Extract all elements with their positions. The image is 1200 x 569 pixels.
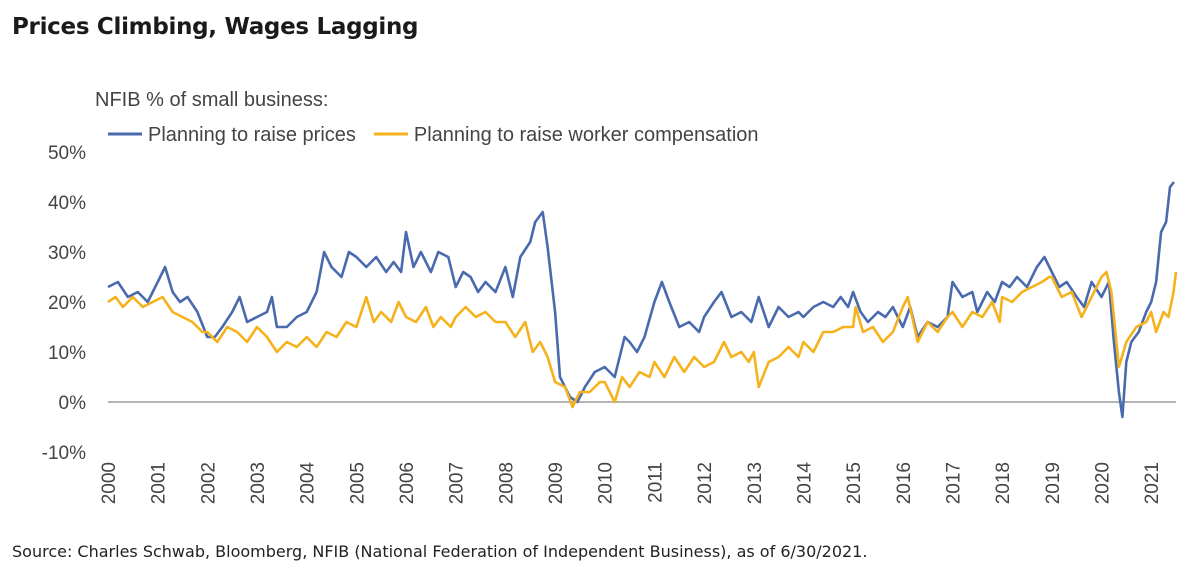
x-tick-label: 2005 [347,462,368,504]
x-tick-label: 2015 [844,462,865,504]
x-tick-label: 2012 [695,462,716,504]
x-tick-label: 2001 [149,462,170,504]
x-tick-label: 2011 [645,462,666,503]
plot-area [107,181,1178,419]
legend: Planning to raise prices Planning to rais… [108,124,759,146]
x-tick-label: 2002 [198,462,219,504]
x-tick-label: 2003 [248,462,269,504]
series-line-2 [107,270,1178,409]
chart-subtitle: NFIB % of small business: [95,89,328,111]
x-tick-label: 2006 [397,462,418,504]
x-tick-label: 2004 [298,462,319,505]
y-tick-label: 0% [59,393,87,414]
series-line-1 [107,181,1176,419]
x-tick-label: 2020 [1092,462,1113,504]
x-tick-label: 2018 [993,462,1014,504]
y-tick-label: 10% [48,343,86,364]
x-tick-label: 2016 [894,462,915,504]
y-tick-label: 40% [48,193,86,214]
legend-label-1: Planning to raise prices [148,124,356,146]
chart-title: Prices Climbing, Wages Lagging [12,14,419,40]
x-axis: 2000 2001 2002 2003 2004 2005 2006 2007 2008 2009… [99,462,1163,505]
y-tick-label: 20% [48,293,86,314]
source-note: Source: Charles Schwab, Bloomberg, NFIB … [12,542,868,561]
x-tick-label: 2014 [794,462,815,505]
y-tick-label: 30% [48,243,86,264]
x-tick-label: 2010 [596,462,617,504]
y-axis: -10% 0% 10% 20% 30% 40% 50% [42,143,86,464]
x-tick-label: 2013 [745,462,766,504]
x-tick-label: 2017 [943,462,964,504]
x-tick-label: 2021 [1142,462,1163,504]
x-tick-label: 2019 [1043,462,1064,504]
legend-label-2: Planning to raise worker compensation [414,124,759,146]
x-tick-label: 2009 [546,462,567,504]
x-tick-label: 2007 [447,462,468,504]
y-tick-label: -10% [42,443,86,464]
x-tick-label: 2008 [496,462,517,504]
x-tick-label: 2000 [99,462,120,504]
y-tick-label: 50% [48,143,86,164]
